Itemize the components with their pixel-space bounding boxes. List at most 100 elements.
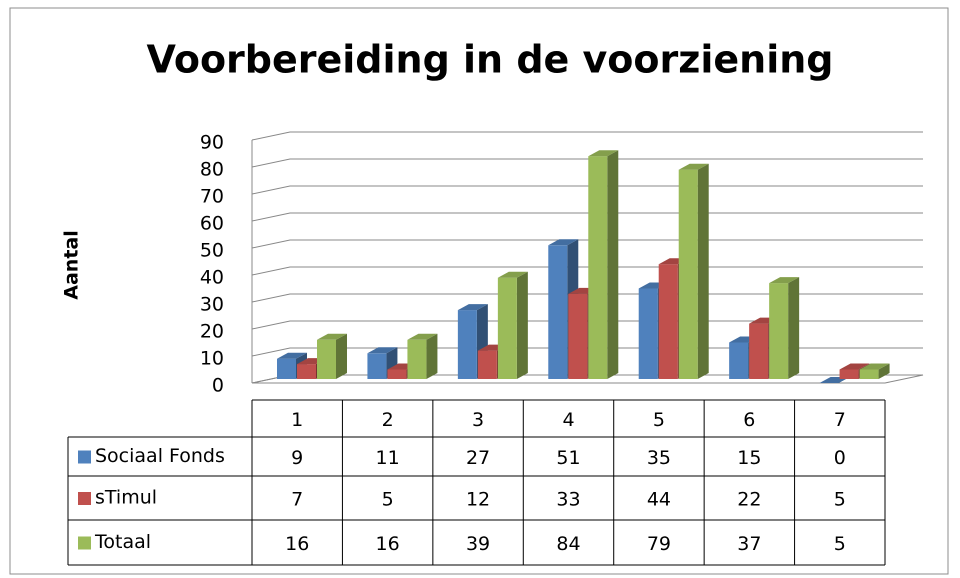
bar-front — [568, 293, 588, 379]
bar-front — [457, 310, 477, 379]
table-value: 35 — [647, 447, 671, 469]
x-tick-label: 4 — [562, 409, 574, 431]
table-value: 33 — [556, 489, 580, 511]
grid-line — [251, 266, 923, 276]
table-value: 27 — [466, 447, 490, 469]
bar-top — [367, 347, 398, 354]
bar-front — [367, 353, 387, 379]
grid-line — [251, 293, 923, 303]
bar-top — [457, 304, 488, 311]
legend-swatch — [78, 450, 91, 464]
bar — [678, 163, 709, 379]
bar-front — [477, 350, 497, 379]
bar-side — [697, 163, 709, 379]
x-tick-label: 2 — [382, 409, 394, 431]
bar-front — [497, 277, 517, 379]
bar — [588, 150, 619, 379]
table-value: 16 — [376, 533, 400, 555]
bar-top — [839, 363, 870, 370]
bar-side — [607, 150, 619, 379]
bar-front — [407, 339, 427, 379]
table-value: 5 — [834, 533, 846, 555]
table-value: 0 — [834, 447, 846, 469]
y-tick-label: 30 — [200, 294, 224, 316]
bar-front — [277, 358, 296, 379]
bar-front — [839, 369, 859, 379]
grid-line — [251, 320, 923, 330]
legend-label: Sociaal Fonds — [95, 445, 225, 467]
bar-top — [407, 333, 438, 340]
x-tick-label: 5 — [653, 409, 665, 431]
table-value: 39 — [466, 533, 490, 555]
table-value: 5 — [382, 489, 394, 511]
bar-top — [548, 239, 579, 246]
bar-front — [297, 364, 316, 379]
bar-top — [859, 363, 890, 370]
y-tick-label: 90 — [200, 132, 224, 154]
bar-side — [878, 363, 890, 379]
bar-front — [658, 264, 678, 379]
legend-swatch — [78, 536, 91, 550]
bar-front — [588, 156, 608, 379]
y-tick-label: 40 — [200, 267, 224, 289]
y-axis-label: Aantal — [61, 230, 83, 299]
table-value: 5 — [834, 489, 846, 511]
grid-line — [251, 185, 923, 195]
y-tick-label: 20 — [200, 321, 224, 343]
bar-side — [516, 271, 528, 379]
legend-swatch — [78, 492, 91, 505]
bar-front — [859, 369, 879, 379]
chart-title: Voorbereiding in de voorziening — [147, 38, 834, 82]
table-value: 12 — [466, 489, 490, 511]
bar — [859, 363, 890, 379]
x-tick-label: 7 — [834, 409, 846, 431]
bar-top — [588, 150, 619, 157]
bar-top — [317, 333, 347, 340]
grid-line — [251, 347, 923, 357]
bar-front — [387, 369, 407, 379]
y-tick-label: 50 — [200, 240, 224, 262]
table-value: 15 — [737, 447, 761, 469]
bar — [769, 277, 800, 379]
bar — [497, 271, 528, 379]
table-value: 9 — [291, 447, 303, 469]
bar-side — [788, 277, 800, 379]
y-tick-label: 70 — [200, 186, 224, 208]
grid-line — [251, 239, 923, 249]
y-tick-label: 10 — [200, 348, 224, 370]
table-value: 51 — [556, 447, 580, 469]
table-value: 7 — [291, 489, 303, 511]
bar — [317, 333, 347, 379]
x-tick-label: 3 — [472, 409, 484, 431]
y-tick-label: 80 — [200, 159, 224, 181]
bar-top — [678, 163, 709, 170]
x-tick-label: 6 — [743, 409, 755, 431]
legend-label: Totaal — [94, 531, 151, 553]
bar-front — [678, 169, 698, 379]
grid-line — [251, 131, 923, 141]
table-value: 37 — [737, 533, 761, 555]
table-value: 84 — [556, 533, 580, 555]
bar-top — [769, 277, 800, 284]
x-tick-label: 1 — [291, 409, 303, 431]
bar-front — [729, 342, 749, 379]
legend-label: sTimul — [95, 487, 157, 509]
bar-front — [749, 323, 769, 379]
bar-top — [277, 352, 307, 359]
bar — [407, 333, 438, 379]
table-value: 79 — [647, 533, 671, 555]
table-value: 44 — [647, 489, 671, 511]
bar-side — [336, 333, 347, 379]
bar-front — [769, 283, 789, 379]
bar-side — [426, 333, 438, 379]
bar-front — [638, 288, 658, 379]
table-value: 22 — [737, 489, 761, 511]
grid-line — [251, 158, 923, 168]
bar-top — [497, 271, 528, 278]
bar-front — [317, 339, 336, 379]
grid-line — [251, 212, 923, 222]
y-tick-label: 0 — [212, 375, 224, 397]
y-tick-label: 60 — [200, 213, 224, 235]
table-value: 11 — [376, 447, 400, 469]
